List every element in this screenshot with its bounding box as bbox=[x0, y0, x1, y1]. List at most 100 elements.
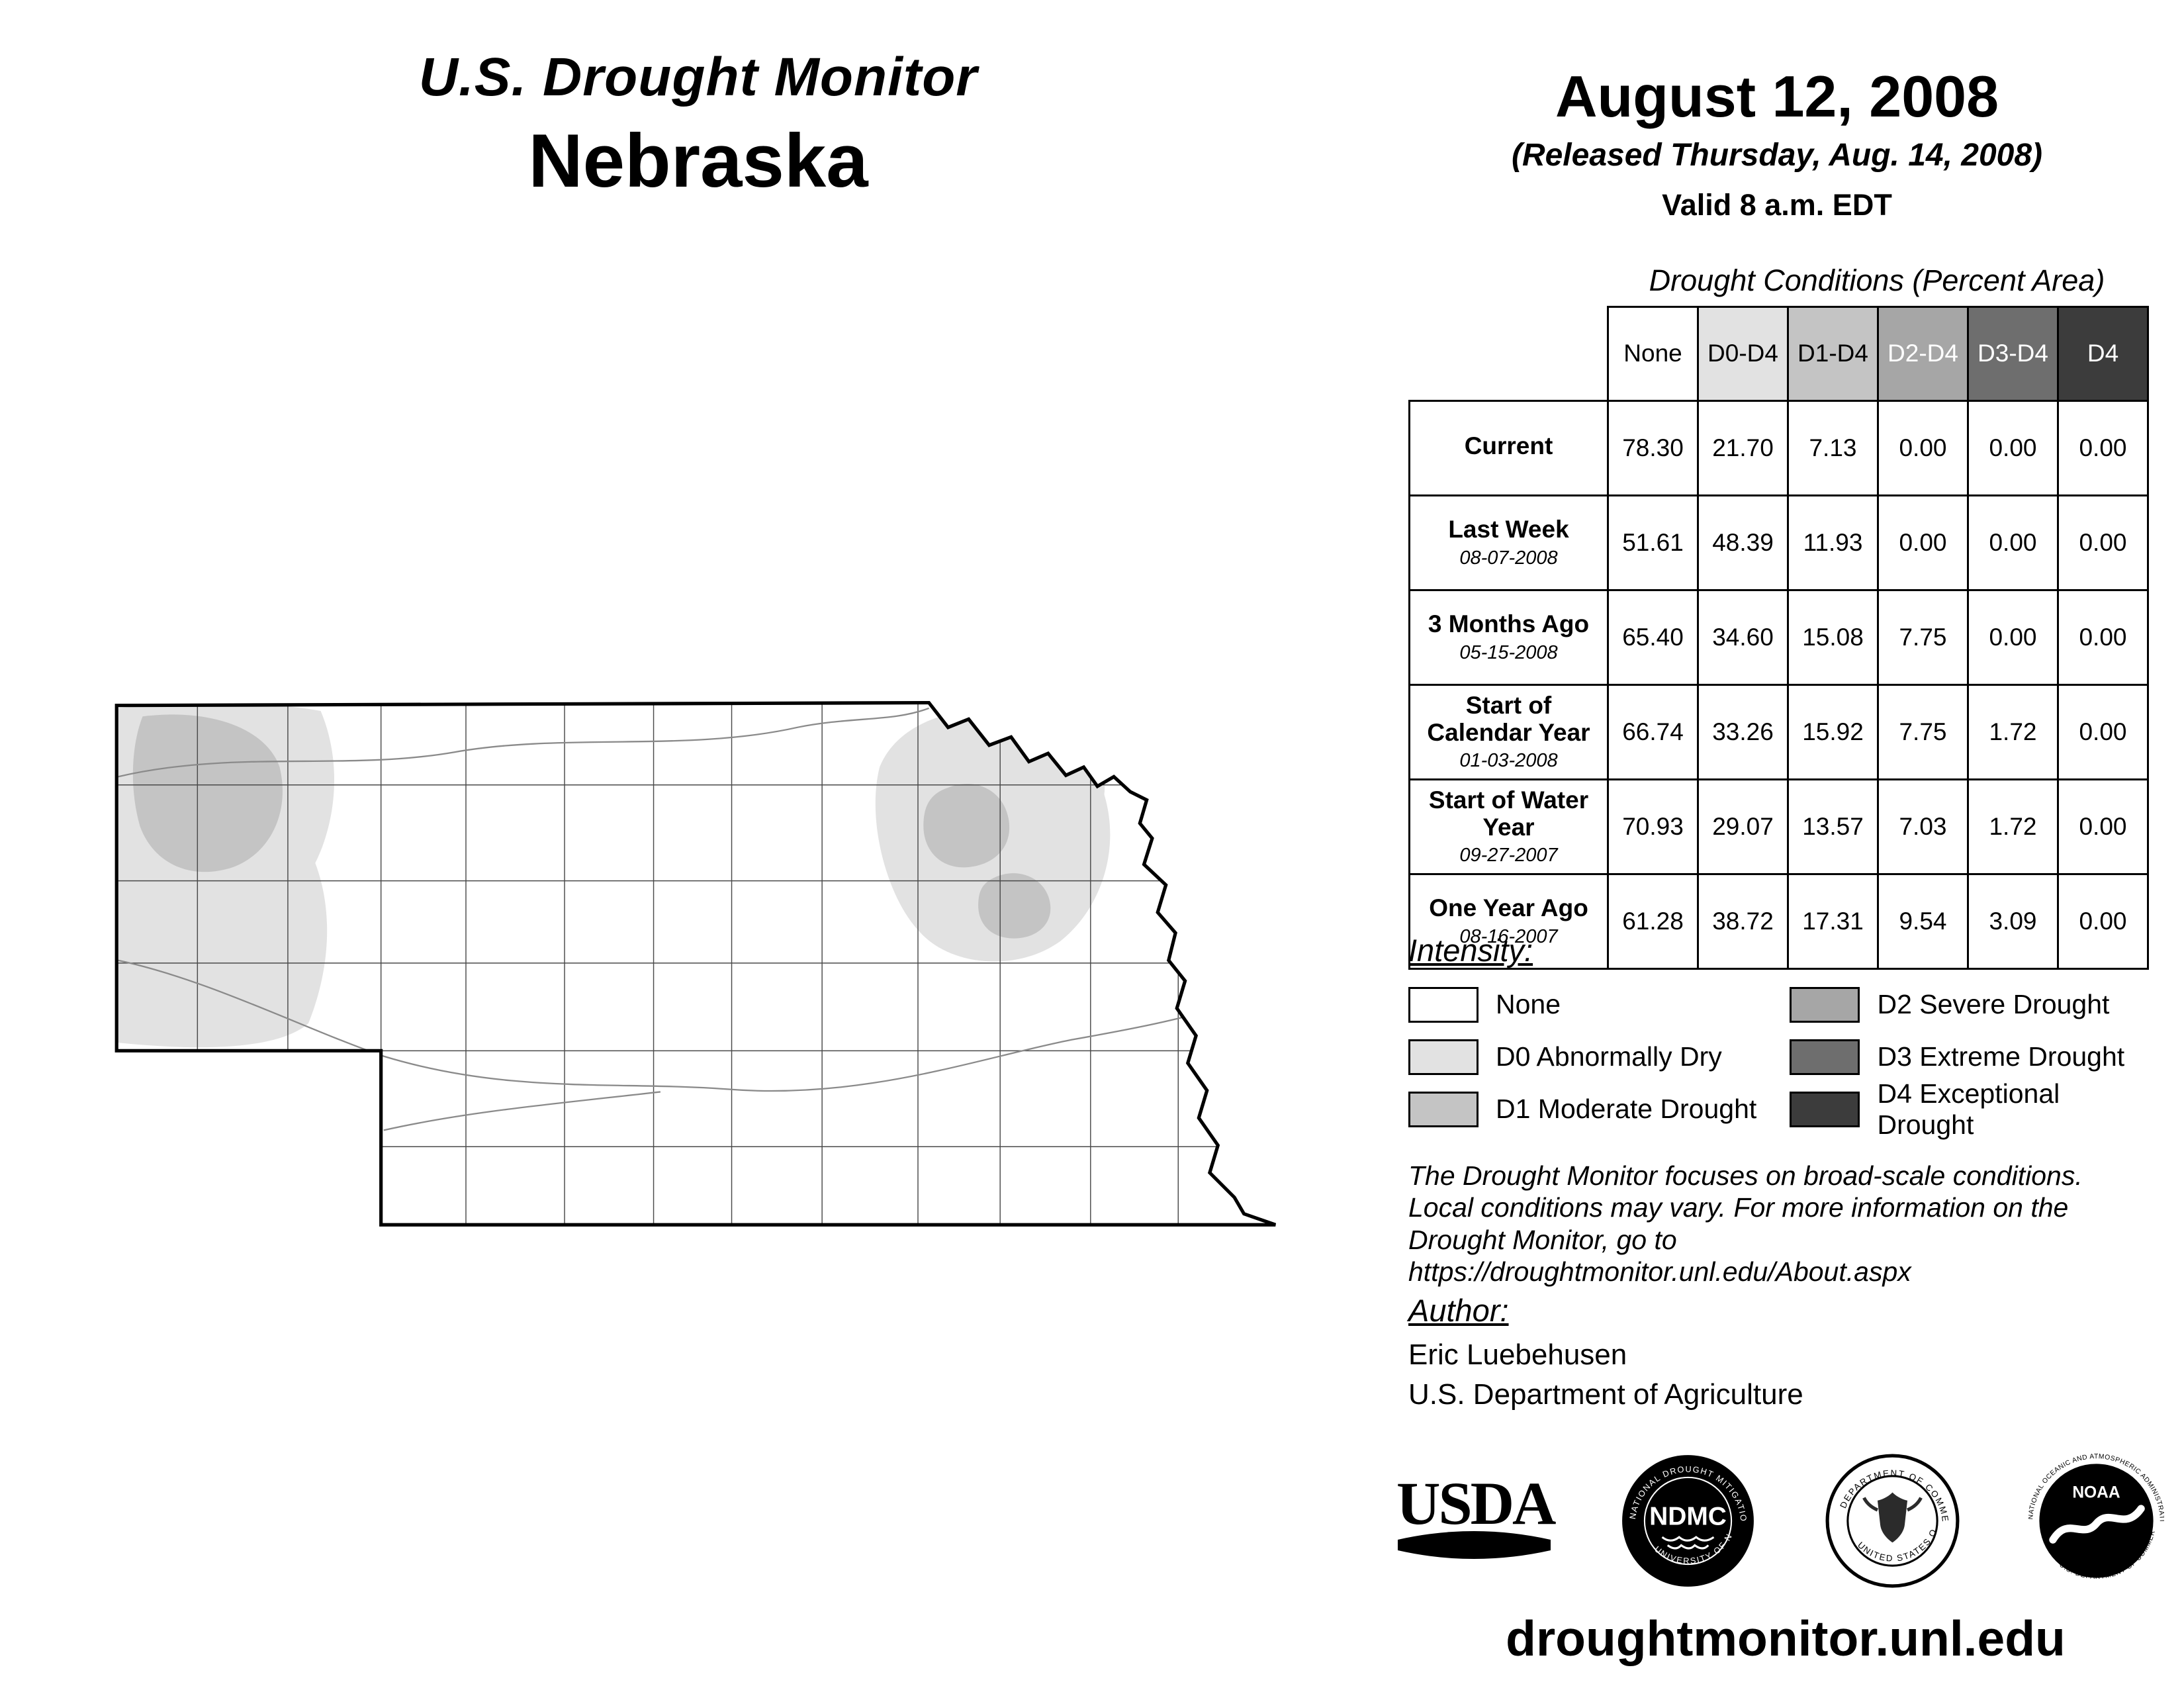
cell: 17.31 bbox=[1787, 872, 1879, 970]
d3-swatch bbox=[1790, 1039, 1860, 1075]
disclaimer: The Drought Monitor focuses on broad-sca… bbox=[1408, 1160, 2184, 1288]
release-date: (Released Thursday, Aug. 14, 2008) bbox=[1511, 138, 2043, 173]
cell: 0.00 bbox=[2057, 494, 2149, 591]
website-url: droughtmonitor.unl.edu bbox=[1506, 1611, 2066, 1666]
table-row: Current 78.30 21.70 7.13 0.00 0.00 0.00 bbox=[1408, 399, 2149, 496]
cell: 15.92 bbox=[1787, 683, 1879, 780]
cell: 15.08 bbox=[1787, 588, 1879, 686]
cell: 34.60 bbox=[1697, 588, 1789, 686]
legend-column-right: D2 Severe Drought D3 Extreme Drought D4 … bbox=[1790, 978, 2163, 1140]
cell: 0.00 bbox=[1877, 494, 1969, 591]
cell: 61.28 bbox=[1607, 872, 1699, 970]
commerce-logo: DEPARTMENT OF COMMERCE UNITED STATES OF … bbox=[1825, 1453, 1960, 1588]
legend-item-d0: D0 Abnormally Dry bbox=[1408, 1031, 1790, 1083]
table-row: 3 Months Ago 05-15-2008 65.40 34.60 15.0… bbox=[1408, 588, 2149, 686]
row-label: Current bbox=[1408, 399, 1609, 496]
table-row: Last Week 08-07-2008 51.61 48.39 11.93 0… bbox=[1408, 494, 2149, 591]
county-boundaries bbox=[116, 702, 1276, 1225]
cell: 33.26 bbox=[1697, 683, 1789, 780]
cell: 0.00 bbox=[1967, 399, 2059, 496]
col-header-d1-d4: D1-D4 bbox=[1787, 306, 1879, 402]
cell: 7.03 bbox=[1877, 778, 1969, 875]
logo-row: USDA NATIONAL DROUGHT MITIGATION CENTER … bbox=[1396, 1450, 2164, 1592]
cell: 1.72 bbox=[1967, 683, 2059, 780]
noaa-logo: NATIONAL OCEANIC AND ATMOSPHERIC ADMINIS… bbox=[2028, 1453, 2164, 1581]
cell: 9.54 bbox=[1877, 872, 1969, 970]
author-org: U.S. Department of Agriculture bbox=[1408, 1378, 1803, 1411]
cell: 48.39 bbox=[1697, 494, 1789, 591]
legend-item-d3: D3 Extreme Drought bbox=[1790, 1031, 2163, 1083]
cell: 21.70 bbox=[1697, 399, 1789, 496]
d1-region-northeast-b bbox=[978, 873, 1051, 939]
cell: 38.72 bbox=[1697, 872, 1789, 970]
row-label: One Year Ago 08-16-2007 bbox=[1408, 872, 1609, 970]
cell: 7.75 bbox=[1877, 588, 1969, 686]
map-container bbox=[113, 692, 1291, 1240]
noaa-wordmark: NOAA bbox=[2072, 1484, 2120, 1502]
cell: 66.74 bbox=[1607, 683, 1699, 780]
cell: 0.00 bbox=[2057, 872, 2149, 970]
ndmc-logo: NATIONAL DROUGHT MITIGATION CENTER UNIVE… bbox=[1620, 1453, 1754, 1587]
title-block: U.S. Drought Monitor Nebraska bbox=[192, 46, 1205, 205]
table-row: Start of Calendar Year 01-03-2008 66.74 … bbox=[1408, 683, 2149, 780]
cell: 0.00 bbox=[2057, 778, 2149, 875]
cell: 0.00 bbox=[2057, 683, 2149, 780]
row-label: Start of Calendar Year 01-03-2008 bbox=[1408, 683, 1609, 780]
legend-item-d2: D2 Severe Drought bbox=[1790, 978, 2163, 1031]
col-header-d2-d4: D2-D4 bbox=[1877, 306, 1969, 402]
ndmc-wave-icon bbox=[1661, 1536, 1715, 1542]
date-block: August 12, 2008 (Released Thursday, Aug.… bbox=[1393, 63, 2161, 222]
cell: 0.00 bbox=[1877, 399, 1969, 496]
row-label: Last Week 08-07-2008 bbox=[1408, 494, 1609, 591]
d1-region-northeast-a bbox=[923, 784, 1010, 868]
usda-logo: USDA bbox=[1396, 1469, 1556, 1566]
d4-swatch bbox=[1790, 1091, 1860, 1127]
row-label: Start of Water Year 09-27-2007 bbox=[1408, 778, 1609, 875]
d2-swatch bbox=[1790, 986, 1860, 1023]
legend-item-d4: D4 Exceptional Drought bbox=[1790, 1078, 2163, 1140]
legend-column-left: None D0 Abnormally Dry D1 Moderate Droug… bbox=[1408, 978, 1790, 1135]
noaa-gull-icon bbox=[2049, 1505, 2145, 1544]
cell: 0.00 bbox=[2057, 399, 2149, 496]
cell: 0.00 bbox=[2057, 588, 2149, 686]
table-corner bbox=[1409, 306, 1608, 400]
cell: 29.07 bbox=[1697, 778, 1789, 875]
d1-swatch bbox=[1408, 1091, 1479, 1127]
d0-swatch bbox=[1408, 1039, 1479, 1075]
cell: 7.13 bbox=[1787, 399, 1879, 496]
legend-item-none: None bbox=[1408, 978, 1790, 1031]
table-caption: Drought Conditions (Percent Area) bbox=[1649, 263, 2105, 297]
river-lines bbox=[118, 707, 1212, 1131]
intensity-legend: None D0 Abnormally Dry D1 Moderate Droug… bbox=[1408, 978, 2163, 1140]
cell: 7.75 bbox=[1877, 683, 1969, 780]
disclaimer-line: Local conditions may vary. For more info… bbox=[1408, 1192, 2069, 1223]
ndmc-wordmark: NDMC bbox=[1649, 1503, 1727, 1531]
legend-item-d1: D1 Moderate Drought bbox=[1408, 1083, 1790, 1135]
col-header-d0-d4: D0-D4 bbox=[1697, 306, 1789, 402]
author-heading: Author: bbox=[1408, 1293, 1509, 1328]
cell: 0.00 bbox=[1967, 494, 2059, 591]
cell: 51.61 bbox=[1607, 494, 1699, 591]
table-row: One Year Ago 08-16-2007 61.28 38.72 17.3… bbox=[1408, 872, 2149, 970]
usda-wordmark: USDA bbox=[1396, 1469, 1556, 1537]
d1-region-west bbox=[132, 714, 283, 872]
commerce-eagle-icon bbox=[1877, 1492, 1907, 1543]
report-date: August 12, 2008 bbox=[1555, 64, 1999, 129]
cell: 1.72 bbox=[1967, 778, 2059, 875]
legend-heading: Intensity: bbox=[1408, 933, 1533, 968]
col-header-d3-d4: D3-D4 bbox=[1967, 306, 2059, 402]
disclaimer-line: The Drought Monitor focuses on broad-sca… bbox=[1408, 1160, 2083, 1191]
commerce-wings-icon bbox=[1862, 1497, 1923, 1512]
ndmc-wave-icon bbox=[1667, 1544, 1709, 1550]
cell: 70.93 bbox=[1607, 778, 1699, 875]
state-outline bbox=[114, 700, 1277, 1227]
drought-conditions-table: None D0-D4 D1-D4 D2-D4 D3-D4 D4 Current … bbox=[1408, 306, 2149, 970]
cell: 78.30 bbox=[1607, 399, 1699, 496]
table-row: Start of Water Year 09-27-2007 70.93 29.… bbox=[1408, 778, 2149, 875]
valid-time: Valid 8 a.m. EDT bbox=[1662, 188, 1892, 222]
cell: 0.00 bbox=[1967, 588, 2059, 686]
cell: 3.09 bbox=[1967, 872, 2059, 970]
report-title: U.S. Drought Monitor bbox=[418, 47, 978, 107]
cell: 65.40 bbox=[1607, 588, 1699, 686]
